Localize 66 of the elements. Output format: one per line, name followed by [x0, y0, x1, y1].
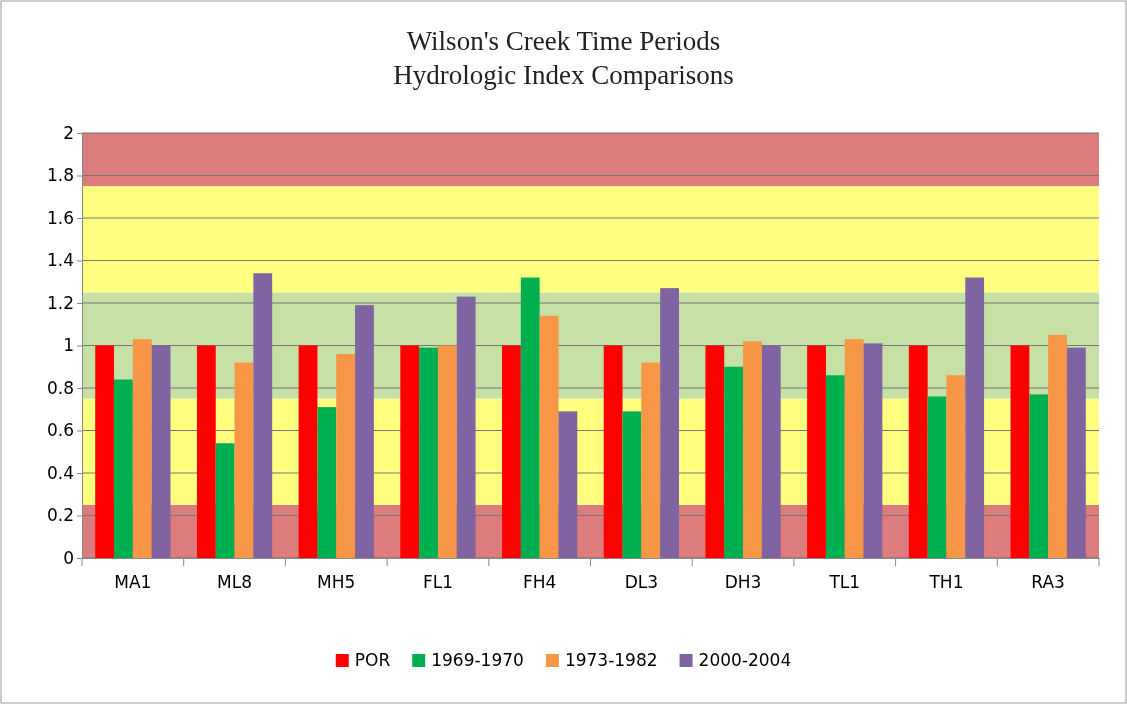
bar	[298, 345, 318, 558]
x-tick-label: MA1	[114, 572, 152, 593]
y-tick-label: 0.6	[46, 420, 74, 441]
bar	[437, 345, 457, 558]
bar	[520, 277, 540, 558]
bar	[743, 341, 762, 558]
bar	[908, 345, 928, 558]
bar	[1010, 345, 1030, 558]
bar	[234, 362, 254, 558]
x-tick-label: ML8	[217, 572, 253, 593]
bar	[502, 345, 521, 558]
y-tick-label: 0.4	[46, 462, 74, 483]
bar	[132, 339, 152, 558]
x-tick-label: MH5	[317, 572, 356, 593]
y-tick-label: 1.6	[46, 207, 74, 228]
bar	[253, 273, 273, 558]
y-tick-label: 1.2	[46, 292, 74, 313]
bar	[196, 345, 216, 558]
bar	[558, 411, 578, 558]
bar	[844, 339, 864, 558]
bar	[215, 443, 235, 558]
x-tick-label: TH1	[928, 572, 964, 593]
x-tick-label: FL1	[422, 572, 453, 593]
y-tick-label: 0	[63, 547, 74, 568]
bar	[807, 345, 826, 558]
y-tick-label: 1.8	[46, 165, 74, 186]
bar	[641, 362, 661, 558]
bar	[400, 345, 420, 558]
bar	[705, 345, 725, 558]
legend-label: 1969-1970	[431, 650, 524, 670]
x-tick-label: TL1	[828, 572, 861, 593]
bar	[724, 366, 744, 558]
bar	[965, 277, 985, 558]
y-tick-label: 2	[63, 122, 74, 143]
bar	[927, 396, 947, 558]
bar	[1029, 394, 1049, 558]
bar	[603, 345, 623, 558]
bar	[946, 375, 966, 558]
bar	[1066, 347, 1086, 558]
bar	[95, 345, 115, 558]
bar	[336, 354, 356, 558]
x-tick-label: DH3	[724, 572, 762, 593]
legend-label: 1973-1982	[564, 650, 658, 670]
bar	[114, 379, 133, 558]
y-tick-label: 0.2	[46, 505, 74, 526]
bar	[151, 345, 171, 558]
bar	[660, 288, 679, 558]
legend-label: POR	[354, 650, 391, 670]
x-tick-label: RA3	[1031, 572, 1065, 593]
y-tick-label: 1	[63, 335, 74, 356]
bar	[825, 375, 845, 558]
bar	[863, 343, 883, 558]
bar	[456, 296, 476, 558]
bar	[419, 347, 438, 558]
y-tick-label: 1.4	[46, 250, 74, 271]
bar	[539, 315, 559, 558]
bar	[355, 305, 374, 558]
bar	[622, 411, 642, 558]
y-tick-label: 0.8	[46, 377, 74, 398]
bar	[761, 345, 781, 558]
x-tick-label: FH4	[522, 572, 557, 593]
bar	[1048, 334, 1067, 558]
x-tick-label: DL3	[624, 572, 659, 593]
bar	[317, 407, 337, 558]
chart-title: Wilson's Creek Time Periods Hydrologic Index Comparisons	[393, 26, 734, 90]
legend-label: 2000-2004	[698, 650, 792, 670]
